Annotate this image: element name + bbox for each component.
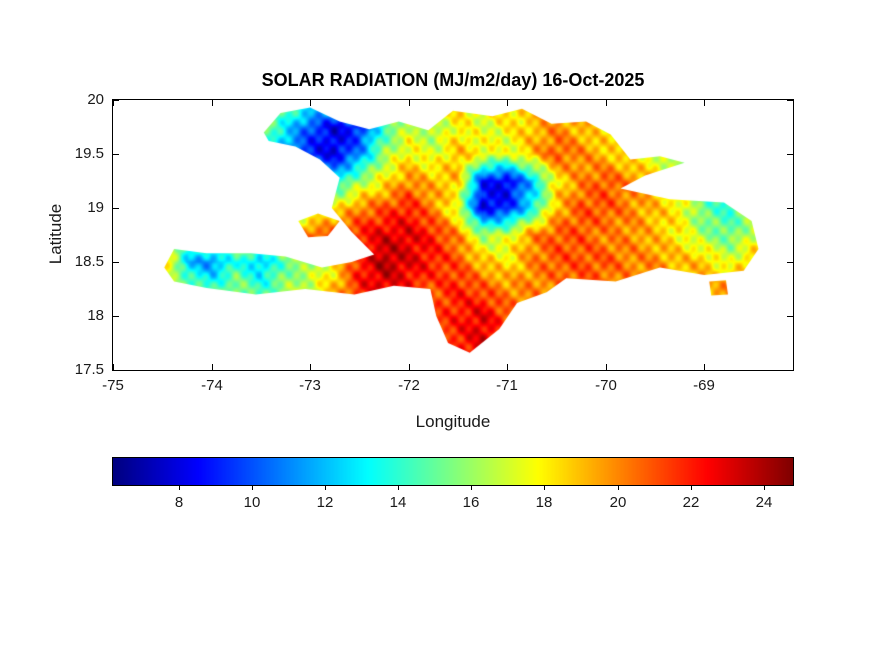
tick-mark — [787, 154, 793, 155]
tick-mark — [113, 262, 119, 263]
tick-mark — [471, 486, 472, 490]
x-tick-label: -69 — [693, 377, 715, 394]
colorbar-tick-label: 8 — [174, 494, 184, 511]
tick-mark — [764, 486, 765, 490]
tick-mark — [691, 486, 692, 490]
tick-mark — [113, 100, 114, 106]
x-tick-label: -71 — [496, 377, 518, 394]
y-tick-label: 18 — [87, 307, 104, 324]
tick-mark — [310, 100, 311, 106]
tick-mark — [606, 100, 607, 106]
tick-mark — [544, 486, 545, 490]
x-tick-label: -75 — [102, 377, 124, 394]
colorbar-tick-label: 16 — [462, 494, 480, 511]
tick-mark — [409, 100, 410, 106]
colorbar-canvas — [113, 458, 793, 485]
chart-title: SOLAR RADIATION (MJ/m2/day) 16-Oct-2025 — [261, 70, 645, 90]
tick-mark — [618, 486, 619, 490]
tick-mark — [179, 486, 180, 490]
colorbar — [112, 457, 794, 486]
tick-mark — [507, 364, 508, 370]
tick-mark — [310, 364, 311, 370]
tick-mark — [252, 486, 253, 490]
colorbar-tick-label: 10 — [243, 494, 261, 511]
y-tick-label: 19.5 — [74, 145, 104, 162]
plot-area — [112, 99, 794, 371]
tick-mark — [507, 100, 508, 106]
tick-mark — [787, 100, 793, 101]
tick-mark — [787, 262, 793, 263]
colorbar-tick-label: 20 — [609, 494, 627, 511]
tick-mark — [409, 364, 410, 370]
y-tick-label: 19 — [87, 199, 104, 216]
tick-mark — [606, 364, 607, 370]
tick-mark — [113, 154, 119, 155]
x-tick-label: -73 — [299, 377, 321, 394]
tick-mark — [113, 100, 119, 101]
y-tick-label: 20 — [87, 91, 104, 108]
tick-mark — [787, 316, 793, 317]
tick-mark — [113, 370, 119, 371]
y-tick-label: 18.5 — [74, 253, 104, 270]
x-tick-label: -72 — [398, 377, 420, 394]
tick-mark — [704, 364, 705, 370]
tick-mark — [113, 316, 119, 317]
colorbar-tick-label: 18 — [535, 494, 553, 511]
tick-mark — [398, 486, 399, 490]
tick-mark — [212, 364, 213, 370]
colorbar-tick-label: 12 — [316, 494, 334, 511]
colorbar-tick-label: 22 — [682, 494, 700, 511]
colorbar-tick-label: 24 — [755, 494, 773, 511]
tick-mark — [787, 208, 793, 209]
tick-mark — [113, 208, 119, 209]
tick-mark — [212, 100, 213, 106]
tick-mark — [325, 486, 326, 490]
heatmap-canvas — [113, 100, 793, 370]
y-tick-label: 17.5 — [74, 361, 104, 378]
colorbar-tick-label: 14 — [389, 494, 407, 511]
tick-mark — [704, 100, 705, 106]
tick-mark — [787, 370, 793, 371]
x-axis-label: Longitude — [415, 412, 491, 431]
x-tick-label: -70 — [595, 377, 617, 394]
x-tick-label: -74 — [201, 377, 223, 394]
tick-mark — [113, 364, 114, 370]
